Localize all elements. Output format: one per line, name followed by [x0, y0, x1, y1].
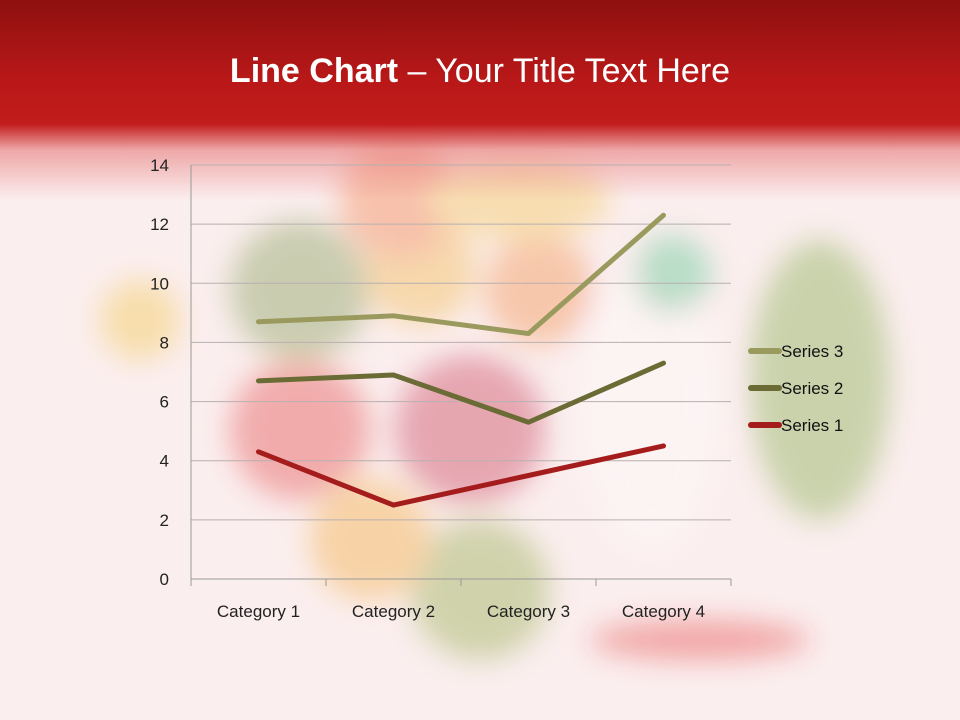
x-tick-label: Category 3	[487, 602, 570, 621]
y-tick-label: 12	[150, 215, 169, 234]
y-tick-label: 8	[160, 333, 169, 352]
legend-label: Series 1	[781, 416, 843, 435]
title-rest: – Your Title Text Here	[398, 52, 731, 90]
y-tick-label: 14	[150, 156, 169, 175]
x-tick-label: Category 1	[217, 602, 300, 621]
title-bar	[0, 0, 960, 200]
y-tick-label: 6	[160, 393, 169, 412]
series-line-1	[256, 443, 666, 508]
y-tick-label: 0	[160, 570, 169, 589]
title-bold: Line Chart	[229, 52, 399, 90]
legend-label: Series 3	[781, 342, 843, 361]
series-line-3	[256, 212, 666, 337]
x-tick-label: Category 4	[622, 602, 705, 621]
legend-label: Series 2	[781, 379, 843, 398]
y-tick-label: 2	[160, 511, 169, 530]
slide-title: Line Chart – Your Title Text Here	[0, 52, 960, 91]
series-line-2	[256, 360, 666, 425]
y-tick-label: 10	[150, 274, 169, 293]
y-tick-label: 4	[160, 452, 169, 471]
x-tick-label: Category 2	[352, 602, 435, 621]
